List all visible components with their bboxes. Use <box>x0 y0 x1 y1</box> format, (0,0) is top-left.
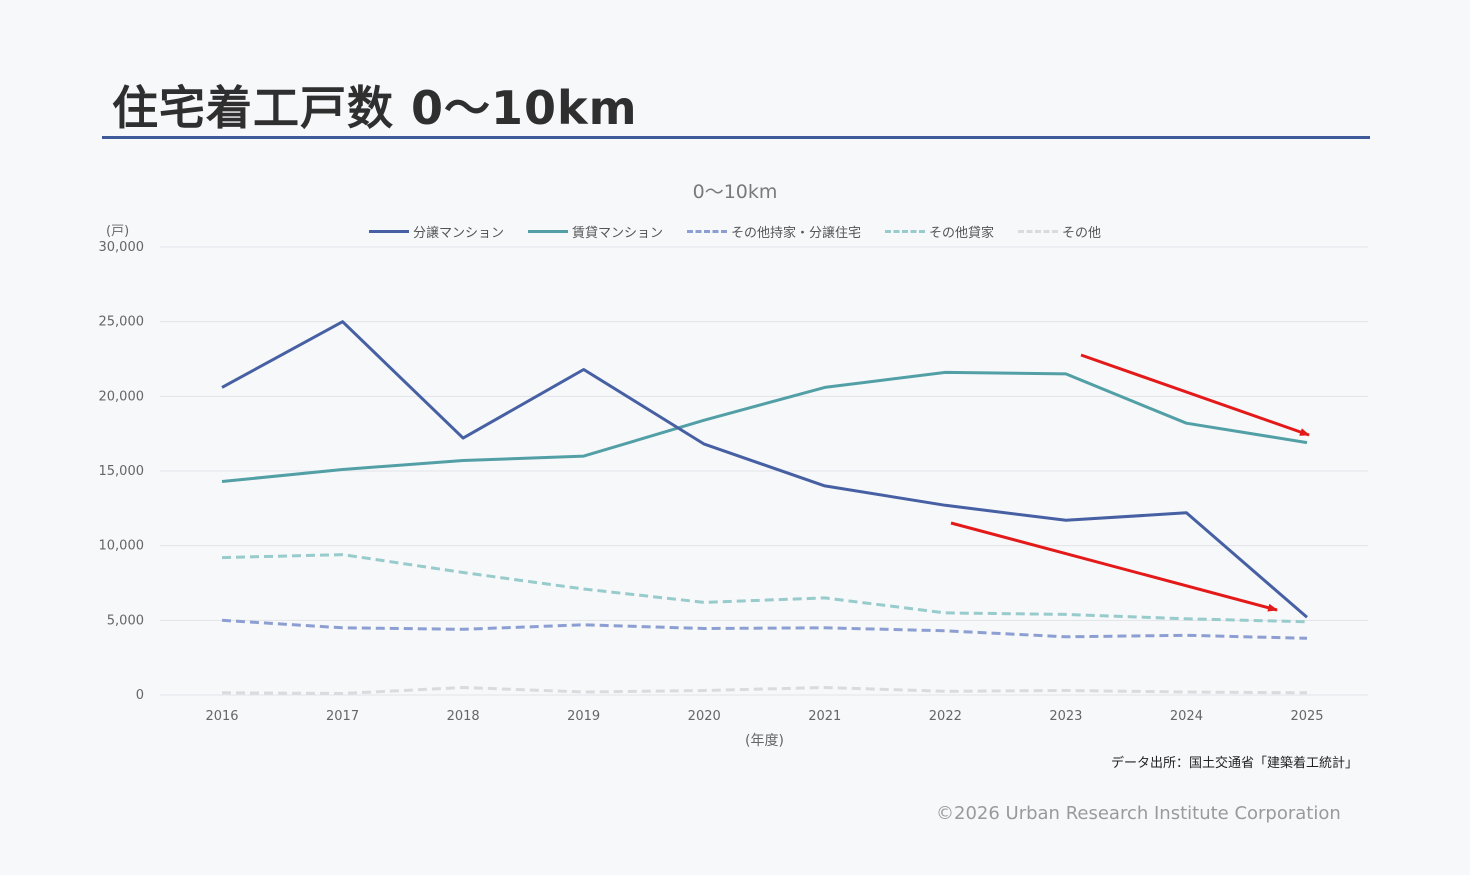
legend-swatch <box>885 230 925 233</box>
legend-swatch <box>686 230 727 233</box>
x-tick-label: 2025 <box>1290 709 1323 724</box>
legend-item: その他 <box>1018 222 1101 241</box>
y-tick-label: 20,000 <box>99 389 145 404</box>
legend-label: その他 <box>1062 226 1102 241</box>
x-tick-label: 2024 <box>1170 709 1203 724</box>
chart-title: 0〜10km <box>692 181 778 203</box>
series-line <box>221 320 1308 619</box>
x-tick-label: 2021 <box>808 709 841 724</box>
legend-swatch <box>1018 230 1059 233</box>
x-tick-label: 2019 <box>567 709 600 724</box>
legend-label: 賃貸マンション <box>571 226 663 241</box>
title-rule <box>102 136 1370 139</box>
red-arrow-annotation <box>950 521 1278 612</box>
y-tick-label: 30,000 <box>99 240 145 255</box>
series-line <box>221 553 1308 624</box>
x-tick-label: 2020 <box>688 709 721 724</box>
y-tick-label: 10,000 <box>99 539 145 554</box>
red-arrow-annotation <box>1080 353 1310 437</box>
x-tick-label: 2017 <box>326 709 359 724</box>
legend-item: その他持家・分譲住宅 <box>686 222 861 241</box>
x-axis-unit-label: (年度) <box>745 733 784 749</box>
legend-swatch <box>368 230 409 233</box>
legend-item: 賃貸マンション <box>527 222 663 241</box>
x-tick-label: 2016 <box>205 709 238 724</box>
series-line <box>221 370 1308 483</box>
y-tick-label: 15,000 <box>99 464 145 479</box>
legend-label: その他持家・分譲住宅 <box>730 226 861 241</box>
series-line <box>221 686 1308 695</box>
legend-swatch <box>527 230 568 233</box>
x-tick-label: 2018 <box>447 709 480 724</box>
x-tick-label: 2022 <box>929 709 962 724</box>
copyright-notice: ©2026 Urban Research Institute Corporati… <box>936 803 1341 824</box>
x-tick-label: 2023 <box>1049 709 1082 724</box>
legend-label: その他貸家 <box>929 226 995 241</box>
legend-label: 分譲マンション <box>412 226 504 241</box>
legend-item: 分譲マンション <box>368 222 504 241</box>
chart-legend: 分譲マンション 賃貸マンション その他持家・分譲住宅 その他貸家 その他 <box>0 222 1470 241</box>
series-line <box>221 618 1308 640</box>
y-tick-label: 0 <box>136 688 144 703</box>
data-source-note: データ出所：国土交通省「建築着工統計」 <box>1110 756 1358 771</box>
y-tick-label: 25,000 <box>99 315 145 330</box>
y-axis-unit-label: (戸) <box>106 224 130 239</box>
page-title: 住宅着工戸数 0〜10km <box>112 81 638 135</box>
legend-item: その他貸家 <box>885 222 994 241</box>
y-tick-label: 5,000 <box>107 613 144 628</box>
